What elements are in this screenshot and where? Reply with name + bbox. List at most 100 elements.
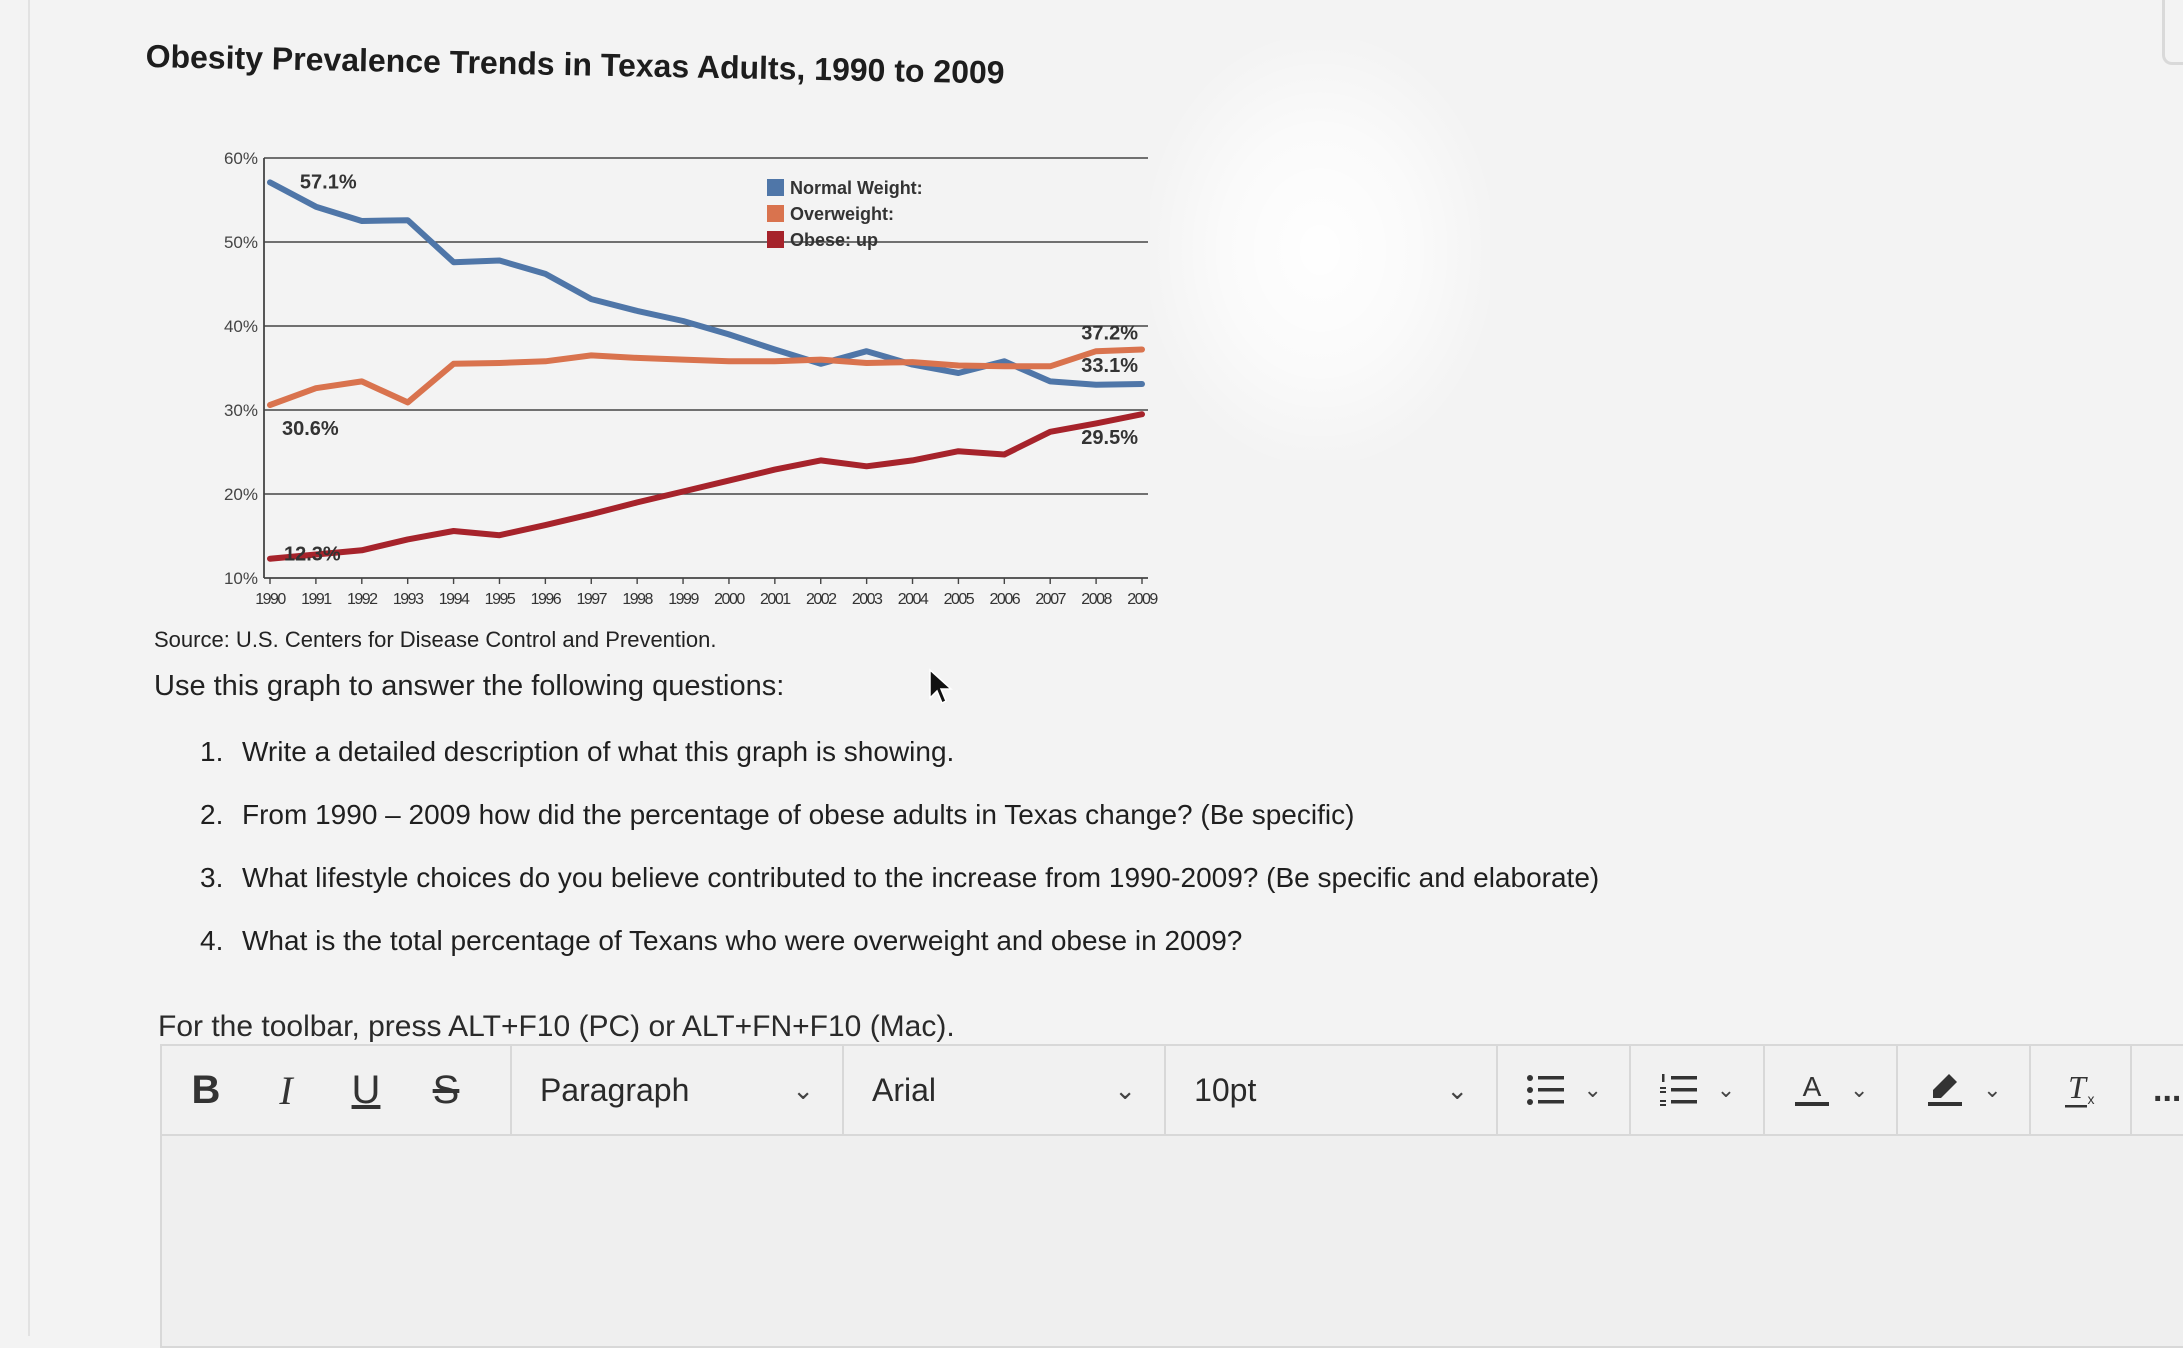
question-text: Write a detailed description of what thi…	[242, 736, 955, 767]
series-line	[267, 411, 1145, 562]
x-tick-label: 2009	[1127, 591, 1158, 608]
x-tick-label: 1999	[668, 591, 699, 608]
question-item: 2. From 1990 – 2009 how did the percentag…	[200, 793, 1599, 856]
editor-text-area[interactable]	[162, 1136, 2183, 1346]
chevron-down-icon: ⌄	[792, 1074, 814, 1105]
chart-axes: 10% 20% 30% 40% 50% 60% 1990 1991 1992 1993 1994 19…	[224, 149, 1160, 608]
legend-swatch	[767, 231, 784, 248]
question-number: 3.	[200, 862, 224, 893]
chart-title: Obesity Prevalence Trends in Texas Adult…	[145, 38, 1005, 91]
series-line	[267, 179, 1145, 388]
chart-legend: Normal Weight: Overweight: Obese: up	[767, 178, 923, 250]
x-tick-label: 1990	[255, 591, 286, 608]
chevron-down-icon: ⌄	[1114, 1074, 1137, 1105]
legend-label: Normal Weight:	[790, 178, 923, 198]
x-tick-label: 1996	[531, 591, 562, 608]
text-color-icon: A	[1794, 1071, 1829, 1106]
y-tick-label: 50%	[224, 233, 258, 252]
toolbar-hint: For the toolbar, press ALT+F10 (PC) or A…	[158, 1010, 955, 1043]
data-label: 37.2%	[1081, 323, 1138, 345]
x-tick-label: 2007	[1035, 591, 1066, 608]
data-label: 29.5%	[1081, 427, 1138, 449]
x-tick-label: 1998	[622, 591, 653, 608]
block-format-dropdown[interactable]: Paragraph ⌄	[512, 1046, 844, 1134]
text-format-group: B I U S	[162, 1046, 512, 1134]
x-tick-label: 2004	[898, 591, 929, 608]
question-number: 2.	[200, 799, 224, 830]
y-tick-label: 10%	[224, 569, 258, 588]
chevron-down-icon: ⌄	[1849, 1077, 1869, 1102]
x-tick-label: 2008	[1081, 591, 1112, 608]
chevron-down-icon: ⌄	[1983, 1077, 2002, 1102]
question-item: 3. What lifestyle choices do you believe …	[200, 856, 1599, 919]
question-number: 4.	[200, 925, 224, 956]
legend-swatch	[767, 179, 784, 196]
svg-text:A: A	[1803, 1071, 1822, 1102]
strikethrough-button[interactable]: S	[432, 1067, 460, 1112]
x-tick-label: 1993	[393, 591, 424, 608]
svg-text:x: x	[2087, 1091, 2094, 1107]
x-tick-label: 2005	[944, 591, 975, 608]
x-tick-label: 1991	[301, 591, 332, 608]
more-options-button[interactable]: ...	[2153, 1070, 2182, 1109]
legend-label: Overweight:	[790, 204, 894, 224]
data-label: 30.6%	[282, 418, 339, 440]
source-note: Source: U.S. Centers for Disease Control…	[154, 627, 717, 652]
rich-text-editor: B I U S Paragraph ⌄ Arial ⌄ 10pt ⌄ ⌄	[160, 1044, 2183, 1348]
data-label: 33.1%	[1081, 355, 1138, 377]
y-tick-label: 20%	[224, 485, 258, 504]
editor-toolbar: B I U S Paragraph ⌄ Arial ⌄ 10pt ⌄ ⌄	[162, 1046, 2183, 1136]
font-size-value: 10pt	[1194, 1071, 1257, 1108]
text-color-dropdown[interactable]: A ⌄	[1765, 1046, 1898, 1134]
block-format-value: Paragraph	[539, 1071, 690, 1108]
bullet-list-icon	[1526, 1075, 1564, 1105]
question-list: 1. Write a detailed description of what t…	[200, 730, 1599, 982]
chevron-down-icon: ⌄	[1716, 1077, 1736, 1102]
font-family-dropdown[interactable]: Arial ⌄	[844, 1046, 1167, 1134]
mouse-cursor-icon	[929, 668, 953, 705]
screen-glare	[1150, 40, 1490, 460]
chart: 10% 20% 30% 40% 50% 60% 1990 1991 1992 1993 1994 19…	[224, 149, 1160, 608]
x-tick-label: 2001	[760, 591, 791, 608]
x-tick-label: 1992	[347, 591, 378, 608]
x-tick-label: 2002	[806, 591, 837, 608]
font-family-value: Arial	[871, 1071, 936, 1108]
x-tick-label: 1995	[485, 591, 516, 608]
font-size-dropdown[interactable]: 10pt ⌄	[1166, 1046, 1499, 1134]
question-text: From 1990 – 2009 how did the percentage …	[242, 799, 1355, 830]
data-label: 12.3%	[284, 544, 341, 566]
legend-swatch	[767, 205, 784, 222]
bold-button[interactable]: B	[191, 1067, 221, 1112]
series-line	[267, 346, 1145, 408]
x-tick-label: 2003	[852, 591, 883, 608]
y-tick-label: 40%	[224, 317, 258, 336]
clear-formatting-icon: T x	[2064, 1070, 2094, 1108]
y-tick-label: 60%	[224, 149, 258, 168]
bullet-list-dropdown[interactable]: ⌄	[1498, 1046, 1632, 1134]
x-tick-label: 1997	[576, 591, 607, 608]
page-edge	[28, 0, 30, 1336]
chart-annotations: 57.1% 30.6% 12.3% 37.2% 33.1% 29.5%	[282, 171, 1138, 565]
window-corner-frame	[2162, 0, 2183, 65]
chart-series	[267, 179, 1145, 562]
question-text: What is the total percentage of Texans w…	[242, 925, 1243, 956]
question-number: 1.	[200, 736, 224, 767]
clear-formatting-button[interactable]: T x	[2031, 1046, 2133, 1134]
question-item: 1. Write a detailed description of what t…	[200, 730, 1599, 793]
numbered-list-icon	[1659, 1074, 1697, 1106]
chevron-down-icon: ⌄	[1583, 1077, 1602, 1102]
highlighter-icon	[1928, 1074, 1963, 1106]
numbered-list-dropdown[interactable]: ⌄	[1631, 1046, 1765, 1134]
question-text: What lifestyle choices do you believe co…	[242, 862, 1600, 893]
y-tick-label: 30%	[224, 401, 258, 420]
italic-button[interactable]: I	[279, 1067, 293, 1113]
svg-text:T: T	[2068, 1070, 2088, 1105]
legend-label: Obese: up	[790, 230, 878, 250]
highlight-color-dropdown[interactable]: ⌄	[1898, 1046, 2031, 1134]
instructions: Use this graph to answer the following q…	[154, 670, 785, 702]
x-tick-label: 1994	[439, 591, 470, 608]
x-tick-label: 2000	[714, 591, 745, 608]
chevron-down-icon: ⌄	[1446, 1074, 1469, 1105]
underline-button[interactable]: U	[351, 1067, 381, 1112]
x-tick-label: 2006	[990, 591, 1021, 608]
